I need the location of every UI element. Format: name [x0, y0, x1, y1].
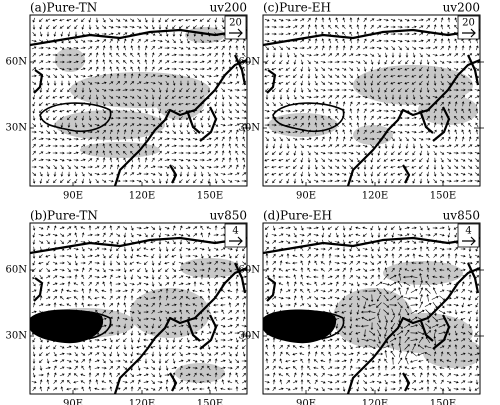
lon-label: 150E [430, 399, 456, 405]
panel-frame [262, 222, 481, 395]
lat-label: 60N [6, 57, 28, 68]
lon-label: 120E [362, 191, 388, 202]
panel-level: uv200 [210, 1, 247, 15]
lon-label: 120E [129, 399, 155, 405]
map-panel: 4 (d)Pure-EH uv850 60N 30N 90E 120E 150E [239, 209, 484, 405]
shading [423, 338, 480, 368]
panel-title: (d)Pure-EH [263, 209, 332, 223]
lon-label: 90E [63, 399, 83, 405]
plateau [263, 309, 337, 344]
lon-label: 90E [296, 191, 316, 202]
panel-frame [29, 222, 248, 395]
panel-title: (c)Pure-EH [263, 1, 331, 15]
lon-label: 150E [197, 191, 223, 202]
lon-label: 90E [63, 191, 83, 202]
map-panel: 4 (b)Pure-TN uv850 60N 30N 90E 120E 150E [6, 209, 251, 405]
lat-label: 30N [6, 331, 28, 342]
lat-label: 30N [239, 123, 261, 134]
lat-label: 30N [6, 123, 28, 134]
panel-title: (a)Pure-TN [30, 1, 97, 15]
wind-vectors [264, 225, 480, 392]
panel-level: uv850 [443, 209, 480, 223]
shading [80, 142, 160, 158]
map-panel: 20 (c)Pure-EH uv200 60N 30N 90E 120E 150E [239, 1, 484, 202]
map-content [30, 17, 247, 186]
reference-arrow [229, 28, 243, 38]
reference-arrow [462, 236, 476, 246]
map-content [263, 225, 480, 394]
panel-title: (b)Pure-TN [30, 209, 98, 223]
lon-label: 120E [129, 191, 155, 202]
lat-label: 60N [239, 57, 261, 68]
reference-label: 4 [465, 226, 471, 237]
reference-label: 4 [232, 226, 238, 237]
shading [383, 261, 463, 285]
lon-label: 150E [430, 191, 456, 202]
lon-label: 120E [362, 399, 388, 405]
map-content [30, 225, 247, 394]
lat-label: 30N [239, 331, 261, 342]
reference-label: 20 [229, 18, 242, 29]
wind-vectors [31, 225, 247, 392]
panel-frame [29, 14, 248, 187]
map-content [263, 17, 480, 186]
lon-label: 90E [296, 399, 316, 405]
lat-label: 60N [6, 265, 28, 276]
shading [130, 288, 210, 338]
reference-arrow [229, 236, 243, 246]
panel-frame [262, 14, 481, 187]
shading [353, 125, 393, 145]
reference-arrow [462, 28, 476, 38]
wind-vectors [31, 17, 247, 184]
lon-label: 150E [197, 399, 223, 405]
panel-level: uv200 [443, 1, 480, 15]
map-panel: 20 (a)Pure-TN uv200 60N 30N 90E 120E 150E [6, 1, 251, 202]
panel-level: uv850 [210, 209, 247, 223]
lat-label: 60N [239, 265, 261, 276]
wind-vectors [264, 17, 480, 184]
shading [185, 27, 225, 43]
reference-label: 20 [462, 18, 475, 29]
